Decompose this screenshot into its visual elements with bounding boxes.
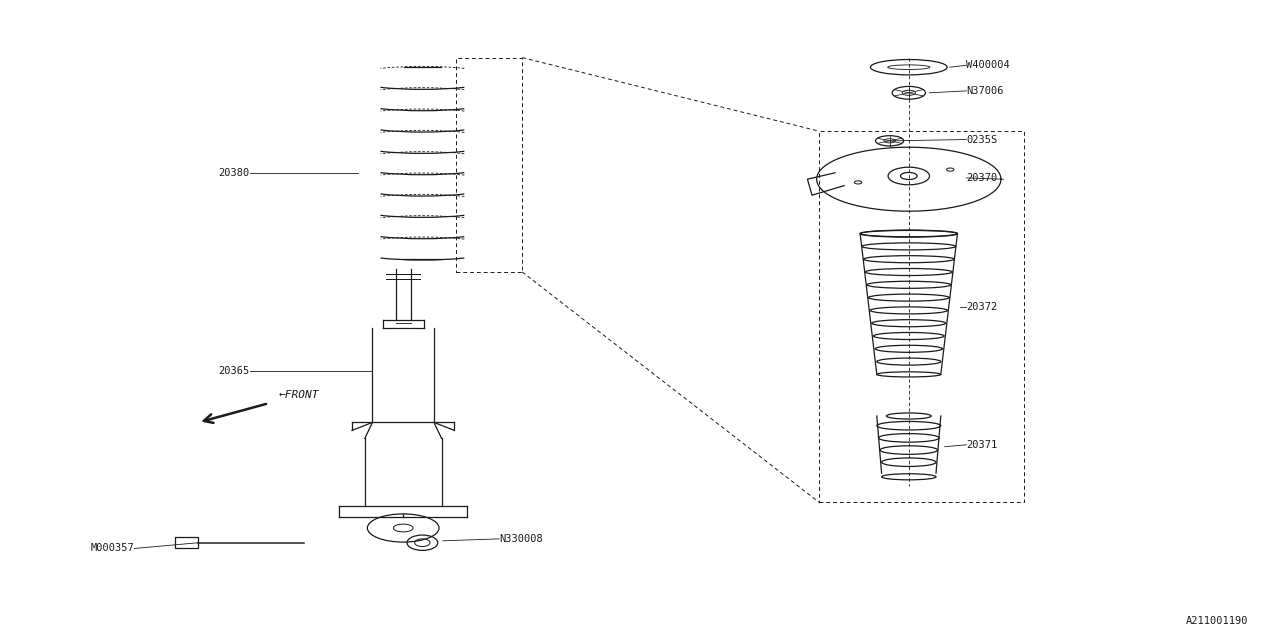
Text: 20365: 20365	[219, 366, 250, 376]
Text: N37006: N37006	[966, 86, 1004, 96]
Text: 20380: 20380	[219, 168, 250, 178]
Text: W400004: W400004	[966, 60, 1010, 70]
Text: A211001190: A211001190	[1185, 616, 1248, 626]
Text: 20371: 20371	[966, 440, 997, 450]
Text: ←FRONT: ←FRONT	[279, 390, 320, 400]
Text: 0235S: 0235S	[966, 134, 997, 145]
Text: N330008: N330008	[499, 534, 543, 544]
Text: 20372: 20372	[966, 302, 997, 312]
Text: 20370: 20370	[966, 173, 997, 183]
Text: M000357: M000357	[91, 543, 134, 554]
Bar	[175, 537, 198, 548]
